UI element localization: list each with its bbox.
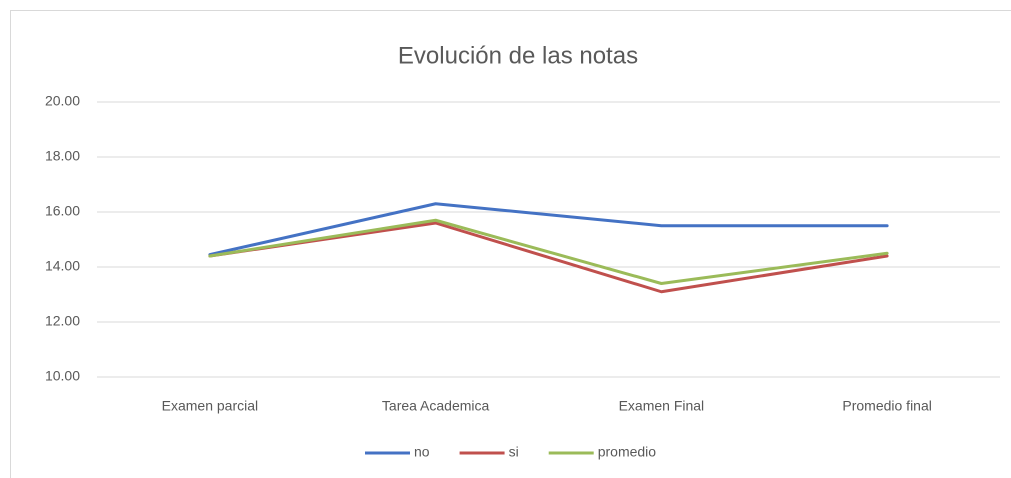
x-tick-label: Promedio final: [842, 398, 932, 414]
y-tick-label: 14.00: [45, 258, 80, 274]
chart-frame: [10, 10, 1011, 478]
chart-title: Evolución de las notas: [398, 42, 638, 69]
y-tick-label: 18.00: [45, 148, 80, 164]
x-tick-label: Examen parcial: [162, 398, 259, 414]
legend-label: promedio: [598, 444, 657, 460]
y-tick-label: 10.00: [45, 368, 80, 384]
y-tick-label: 12.00: [45, 313, 80, 329]
y-tick-label: 20.00: [45, 93, 80, 109]
legend-label: no: [414, 444, 430, 460]
x-tick-label: Tarea Academica: [382, 398, 490, 414]
y-tick-label: 16.00: [45, 203, 80, 219]
series-line: [208, 202, 889, 257]
x-tick-label: Examen Final: [619, 398, 705, 414]
series-line: [208, 218, 889, 285]
legend-label: si: [509, 444, 519, 460]
